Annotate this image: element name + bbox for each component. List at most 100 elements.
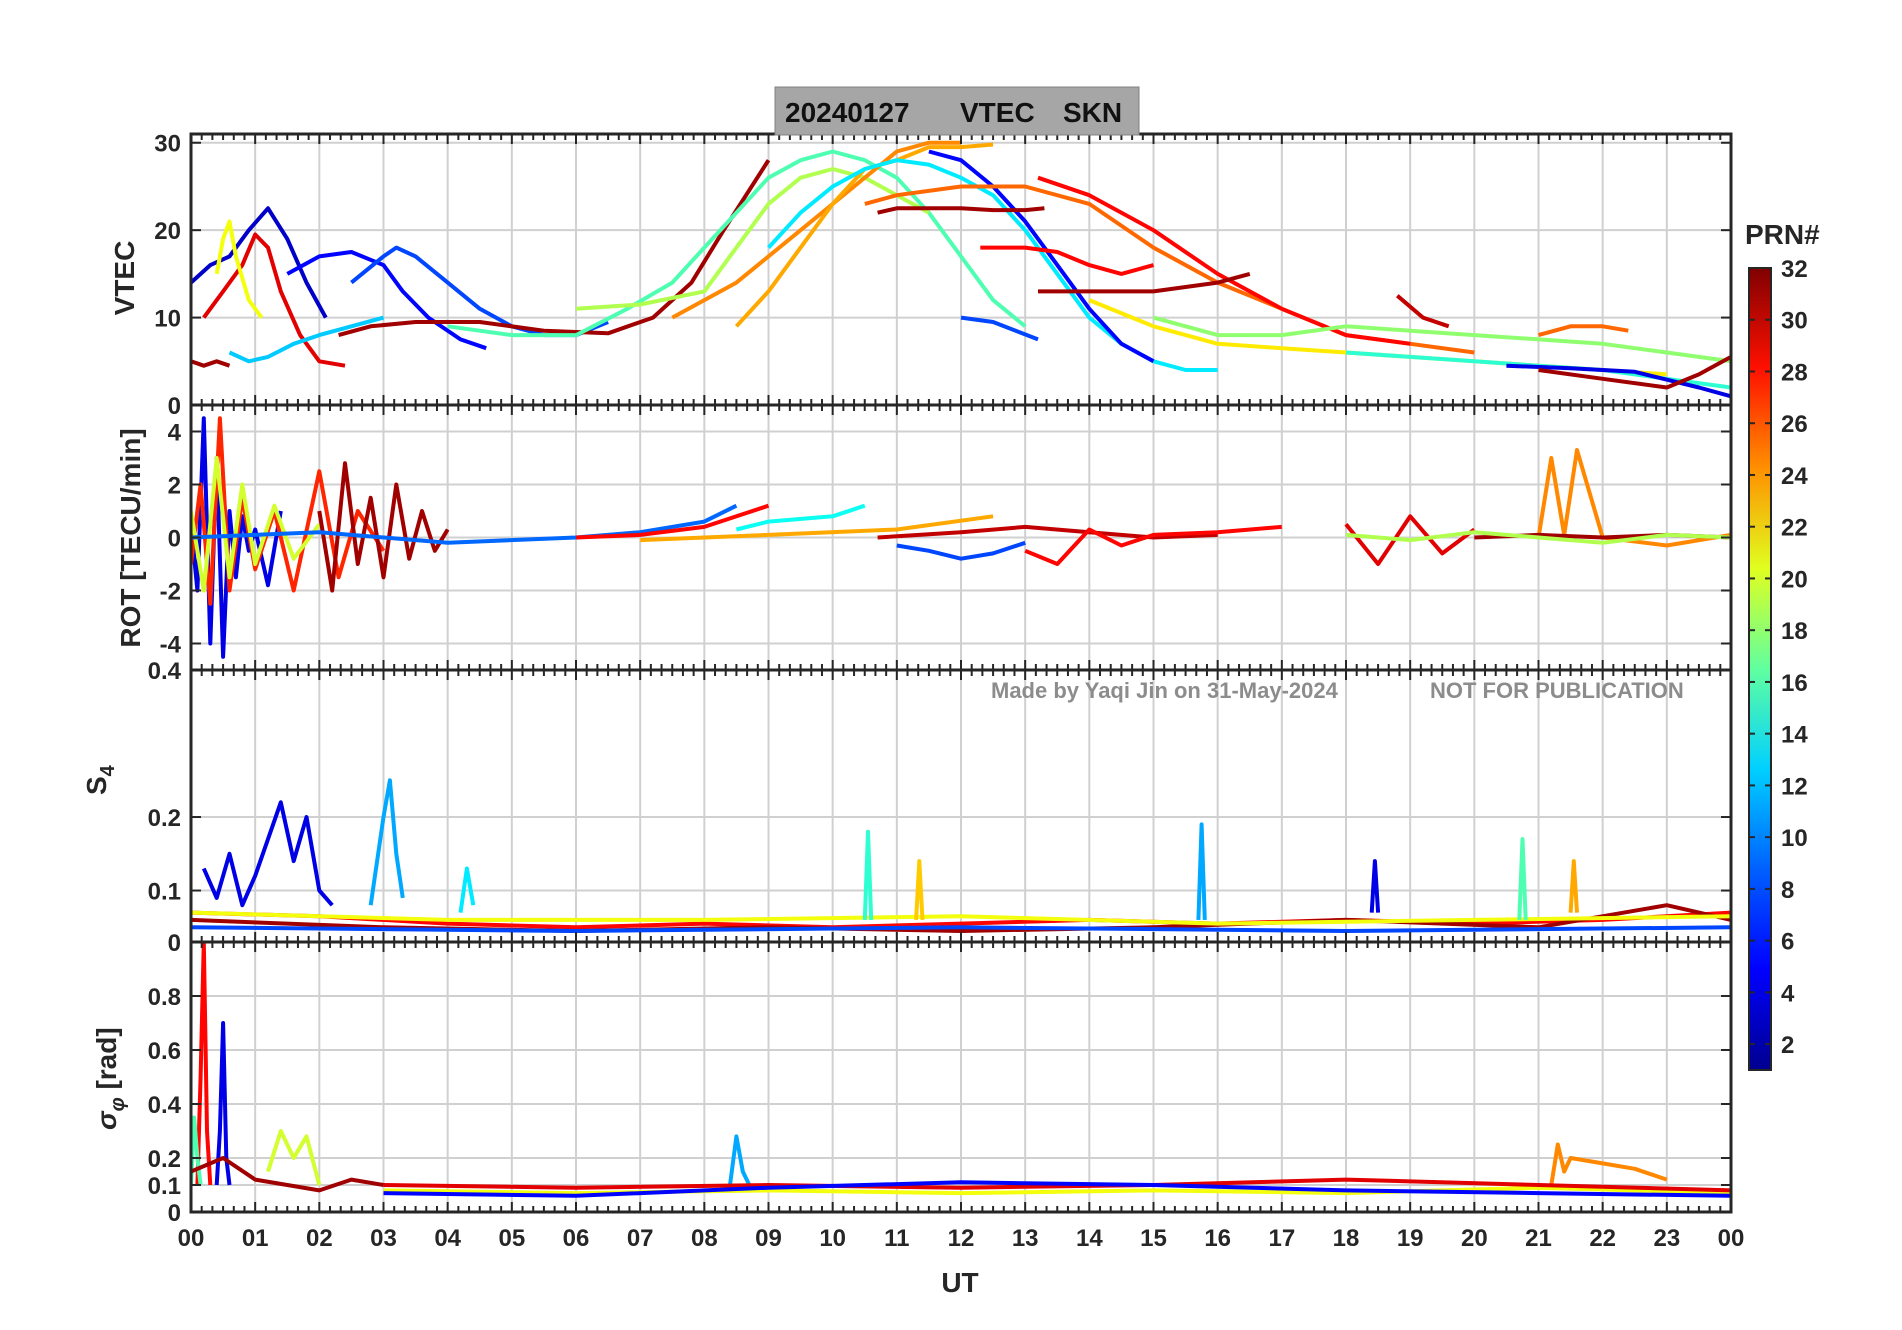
- series-line-prn-15: [447, 149, 1027, 338]
- x-tick-label: 23: [1653, 1225, 1680, 1252]
- rot-panel: -4 -2 0 2 4: [160, 403, 1733, 672]
- series-line-prn-4: [1506, 363, 1731, 399]
- y-tick-label: -4: [160, 632, 182, 659]
- x-tick-label: 07: [627, 1225, 654, 1252]
- title-station: SKN: [1063, 97, 1122, 128]
- colorbar-label: PRN#: [1745, 219, 1820, 250]
- vtec-ylabel: VTEC: [109, 241, 140, 316]
- colorbar-tick-label: 26: [1781, 411, 1808, 438]
- y-tick-label: 0.2: [148, 1146, 181, 1173]
- y-tick-label: 0.2: [148, 805, 181, 832]
- x-axis-label: UT: [941, 1267, 978, 1298]
- x-tick-label: 09: [755, 1225, 782, 1252]
- y-tick-label: 0: [168, 1200, 181, 1227]
- series-line-prn-10: [368, 778, 405, 906]
- x-tick-label: 21: [1525, 1225, 1552, 1252]
- series-line-prn-14: [862, 829, 874, 920]
- series-line-prn-7: [960, 315, 1039, 342]
- y-tick-label: 10: [154, 306, 181, 333]
- colorbar-tick-label: 4: [1781, 980, 1795, 1007]
- series-line-prn-15: [191, 1115, 203, 1186]
- series-line-prn-5: [286, 250, 487, 351]
- sigma-phi-ylabel: σφ [rad]: [91, 1027, 129, 1130]
- colorbar-tick-label: 16: [1781, 670, 1808, 697]
- x-tick-label: 10: [819, 1225, 846, 1252]
- colorbar-tick-label: 18: [1781, 618, 1808, 645]
- x-tick-label: 04: [434, 1225, 461, 1252]
- x-tick-label: 14: [1076, 1225, 1103, 1252]
- series-line-prn-11: [228, 315, 385, 364]
- x-tick-label: 17: [1268, 1225, 1295, 1252]
- y-tick-label: 0.4: [148, 658, 182, 685]
- colorbar-tick-label: 14: [1781, 722, 1808, 749]
- vtec-panel: 0 10 20 30: [154, 131, 1733, 420]
- x-tick-label: 03: [370, 1225, 397, 1252]
- series-line-prn-15: [1517, 837, 1528, 920]
- colorbar-tick-label: 32: [1781, 256, 1808, 283]
- series-line-prn-31: [338, 159, 771, 338]
- y-tick-label: 30: [154, 131, 181, 158]
- title-date: 20240127: [785, 97, 910, 128]
- series-line-prn-29: [383, 1177, 1731, 1193]
- series-line-prn-28: [195, 942, 213, 1186]
- svg-text:S4: S4: [81, 764, 119, 795]
- series-line-prn-29: [1344, 514, 1476, 566]
- x-tick-label: 05: [498, 1225, 525, 1252]
- series-line-prn-4: [1369, 859, 1381, 913]
- title-quantity: VTEC: [960, 97, 1035, 128]
- y-tick-label: 20: [154, 218, 181, 245]
- colorbar-tick-label: 30: [1781, 308, 1808, 335]
- series-line-prn-5: [383, 1180, 1731, 1198]
- axes-frame: [189, 940, 1733, 1214]
- series-line-prn-10: [728, 1134, 752, 1186]
- series-line-prn-18: [1345, 530, 1731, 545]
- series-line-prn-7: [191, 925, 1731, 933]
- series-line-prn-4: [214, 1021, 232, 1186]
- series-line-prn-31: [1538, 355, 1731, 390]
- y-tick-label: 0.6: [148, 1038, 181, 1065]
- rot-ylabel: ROT [TECU/min]: [115, 428, 146, 647]
- x-tick-label: 12: [948, 1225, 975, 1252]
- colorbar-tick-label: 6: [1781, 929, 1794, 956]
- series-line-prn-22: [914, 859, 925, 921]
- x-tick-label: 13: [1012, 1225, 1039, 1252]
- series-line-prn-18: [575, 167, 930, 311]
- x-tick-label: 06: [563, 1225, 590, 1252]
- series-line-prn-24: [671, 140, 961, 320]
- y-tick-label: 4: [168, 420, 182, 447]
- series-line-prn-20: [214, 219, 264, 319]
- series-line-prn-30: [1396, 294, 1450, 329]
- x-tick-label: 20: [1461, 1225, 1488, 1252]
- series-line-prn-4: [191, 416, 283, 659]
- watermark-made-by: Made by Yaqi Jin on 31-May-2024: [991, 678, 1339, 703]
- series-line-prn-28: [1037, 175, 1411, 346]
- series-line-prn-23: [1568, 859, 1579, 913]
- y-tick-label: -2: [160, 579, 181, 606]
- series-line-prn-20: [191, 910, 1731, 926]
- svg-text:σφ [rad]: σφ [rad]: [91, 1027, 129, 1130]
- series-line-prn-4: [201, 800, 334, 908]
- s4-ylabel: S4: [81, 764, 119, 795]
- colorbar-tick-label: 2: [1781, 1032, 1794, 1059]
- colorbar-tick-label: 12: [1781, 773, 1808, 800]
- series-line-prn-31: [191, 359, 231, 368]
- x-tick-label: 01: [242, 1225, 269, 1252]
- series-line-prn-28: [980, 245, 1155, 276]
- x-axis: 00 01 02 03 04 05 06 07 08 09 10 11 12 13 14 15 16 17 18 19…: [178, 1225, 1745, 1252]
- x-tick-label: 18: [1333, 1225, 1360, 1252]
- series-line-prn-30: [877, 524, 1218, 540]
- s4-panel-series: [191, 778, 1731, 933]
- x-tick-label: 00: [1718, 1225, 1745, 1252]
- s4-panel: 0.1 0.2 0.4: [148, 658, 1733, 944]
- x-tick-label: 00: [178, 1225, 205, 1252]
- y-tick-label: 0: [168, 930, 181, 957]
- colorbar-tick-label: 20: [1781, 566, 1808, 593]
- series-line-prn-31: [191, 1156, 384, 1193]
- x-tick-label: 19: [1397, 1225, 1424, 1252]
- y-tick-label: 0.4: [148, 1092, 182, 1119]
- y-tick-label: 2: [168, 473, 181, 500]
- series-line-prn-31: [1038, 271, 1251, 294]
- series-line-prn-31: [877, 206, 1045, 215]
